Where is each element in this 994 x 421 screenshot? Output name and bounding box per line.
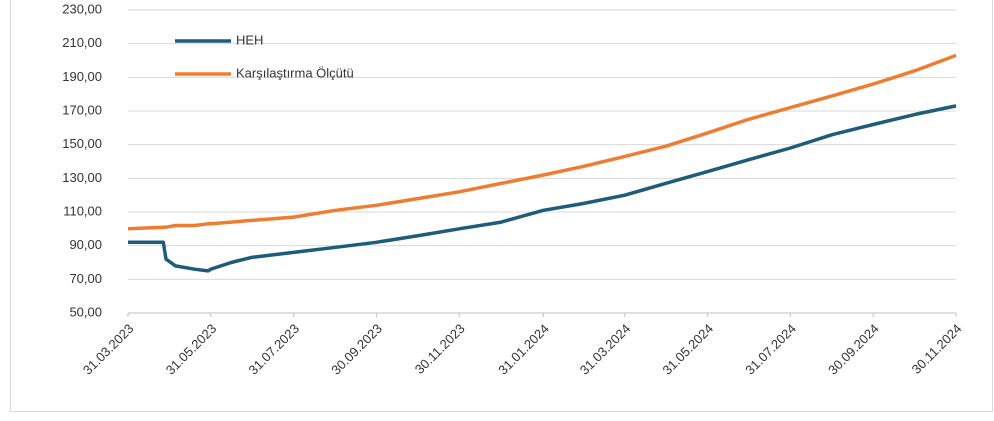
legend-label: Karşılaştırma Ölçütü (236, 65, 354, 80)
x-tick-label: 31.03.2024 (577, 321, 634, 378)
y-tick-label: 190,00 (62, 69, 102, 84)
y-tick-label: 230,00 (62, 1, 102, 16)
chart-frame (10, 0, 993, 412)
y-tick-label: 110,00 (63, 203, 102, 218)
x-tick-label: 31.07.2024 (742, 321, 799, 378)
y-tick-label: 90,00 (69, 237, 102, 252)
x-tick-label: 30.11.2024 (909, 321, 965, 377)
x-tick-label: 31.07.2023 (246, 321, 303, 378)
y-tick-label: 150,00 (62, 136, 102, 151)
x-tick-label: 31.01.2024 (495, 321, 552, 378)
series-line (128, 104, 957, 273)
x-tick-label: 30.09.2024 (825, 321, 882, 378)
series-line (127, 53, 957, 231)
legend-label: HEH (236, 32, 263, 47)
y-tick-label: 130,00 (62, 170, 102, 185)
y-tick-label: 210,00 (62, 35, 102, 50)
x-tick-label: 31.05.2023 (163, 321, 220, 378)
y-tick-label: 50,00 (69, 304, 102, 319)
x-tick-label: 30.11.2023 (412, 321, 468, 377)
x-tick-label: 31.03.2023 (80, 321, 137, 378)
x-tick-label: 30.09.2023 (328, 321, 385, 378)
x-tick-label: 31.05.2024 (660, 321, 717, 378)
y-tick-label: 70,00 (69, 271, 102, 286)
y-tick-label: 170,00 (62, 102, 102, 117)
